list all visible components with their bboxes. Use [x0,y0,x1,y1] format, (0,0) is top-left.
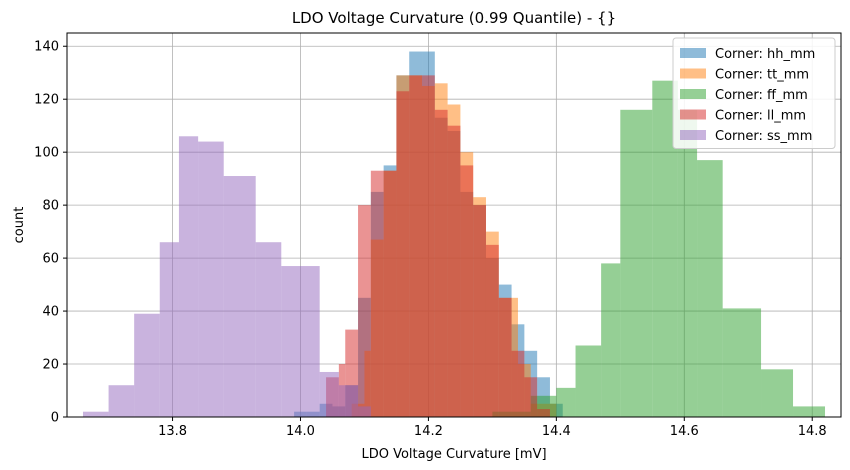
histogram-bar [409,75,423,418]
y-tick-label: 60 [42,252,59,267]
histogram-bar [370,170,384,417]
axis-ticks: 13.8 14.0 14.2 14.4 14.6 14.8 0 20 40 60 80 100 120 1… [34,40,827,439]
y-tick-label: 140 [34,40,59,55]
legend-label: Corner: ss_mm [715,129,812,144]
legend-swatch [680,68,706,79]
histogram-bar [697,160,723,417]
histogram-bar [498,297,512,417]
histogram-bar [722,308,762,417]
histogram-bar [159,242,179,417]
histogram-bar [793,406,826,417]
x-tick-label: 14.6 [670,424,699,439]
x-tick-label: 14.8 [798,424,827,439]
legend-swatch [680,89,706,99]
histogram-bar [134,313,160,417]
legend-label: Corner: ll_mm [715,109,806,124]
histogram-bar [677,109,698,418]
histogram-bar [422,75,435,418]
histogram-bar [460,165,474,417]
histogram-bars [82,51,826,418]
histogram-bar [255,242,282,417]
histogram-bar [620,109,653,418]
histogram-bar [178,136,199,417]
histogram-bar [281,266,320,417]
x-tick-label: 14.4 [542,424,571,439]
histogram-bar [473,205,486,417]
legend-label: Corner: ff_mm [715,88,808,103]
histogram-bar [485,244,499,417]
histogram-bar [556,387,576,417]
histogram-bar [82,411,109,417]
histogram-bar [537,409,550,417]
histogram-bar [447,125,461,418]
x-tick-label: 14.2 [414,424,443,439]
histogram-bar [511,350,525,417]
plot-frame [66,32,842,418]
x-tick-label: 13.8 [158,424,187,439]
y-tick-label: 80 [42,199,59,214]
histogram-bar [383,170,397,417]
histogram-bar [223,176,256,417]
histogram-bar [198,141,224,417]
y-tick-label: 40 [42,305,59,320]
y-tick-label: 0 [51,411,59,426]
y-tick-label: 20 [42,358,59,373]
histogram-bar [524,377,538,417]
x-axis-title: LDO Voltage Curvature [mV] [361,447,546,462]
legend: Corner: hh_mm Corner: tt_mm Corner: ff_mm C… [672,37,836,149]
histogram-bar [338,385,359,417]
histogram-bar [358,205,371,417]
histogram-bar [396,91,410,417]
histogram-bar [601,263,621,417]
legend-label: Corner: hh_mm [715,47,815,62]
y-tick-label: 100 [34,146,59,161]
histogram-bar [358,406,371,417]
legend-swatch [680,130,706,140]
histogram-bar [761,369,794,417]
histogram-bar [108,385,135,417]
y-tick-label: 120 [34,93,59,108]
chart-title: LDO Voltage Curvature (0.99 Quantile) - … [292,9,616,27]
histogram-bar [575,345,602,417]
x-tick-label: 14.0 [286,424,315,439]
legend-swatch [680,48,706,58]
series-ss_mm [82,136,371,417]
y-axis-title: count [12,207,27,244]
legend-swatch [680,109,706,120]
series-ll_mm [326,75,550,418]
legend-box [672,37,836,149]
histogram-bar [434,109,448,418]
histogram-bar [319,371,339,417]
legend-label: Corner: tt_mm [715,68,809,83]
